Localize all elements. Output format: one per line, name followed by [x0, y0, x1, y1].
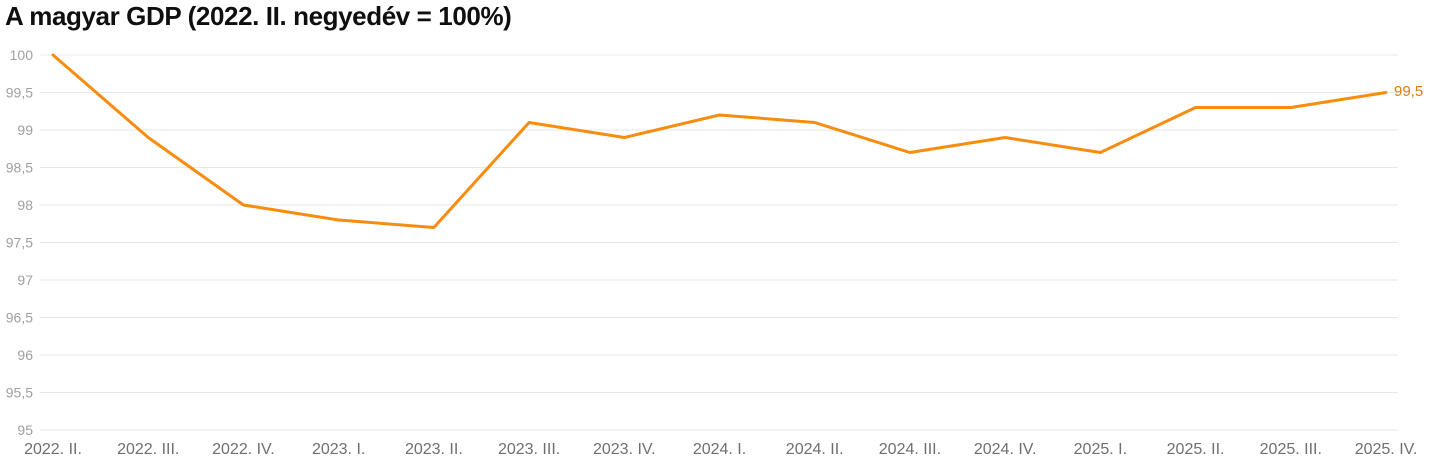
- x-axis-tick-label: 2023. II.: [405, 441, 463, 458]
- x-axis-tick-label: 2024. I.: [693, 441, 746, 458]
- x-axis-tick-label: 2022. III.: [117, 441, 179, 458]
- x-axis-tick-label: 2024. III.: [879, 441, 941, 458]
- y-axis-tick-label: 99,5: [6, 84, 33, 100]
- x-axis-tick-label: 2022. II.: [24, 441, 82, 458]
- x-axis-tick-label: 2025. IV.: [1355, 441, 1418, 458]
- y-axis-tick-label: 96: [17, 347, 33, 363]
- x-axis-tick-label: 2024. II.: [786, 441, 844, 458]
- x-axis-tick-label: 2025. II.: [1167, 441, 1225, 458]
- x-axis-tick-label: 2023. IV.: [593, 441, 656, 458]
- x-axis-tick-label: 2025. III.: [1260, 441, 1322, 458]
- x-axis-tick-label: 2023. I.: [312, 441, 365, 458]
- x-axis-tick-label: 2022. IV.: [212, 441, 275, 458]
- y-axis-tick-label: 97,5: [6, 234, 33, 250]
- y-axis-tick-label: 95,5: [6, 384, 33, 400]
- y-axis-tick-label: 98: [17, 197, 33, 213]
- x-axis-tick-label: 2023. III.: [498, 441, 560, 458]
- y-axis-tick-label: 98,5: [6, 159, 33, 175]
- y-axis-tick-label: 95: [17, 422, 33, 438]
- y-axis-tick-label: 97: [17, 272, 33, 288]
- y-axis-tick-label: 96,5: [6, 309, 33, 325]
- x-axis-tick-label: 2025. I.: [1074, 441, 1127, 458]
- x-axis-tick-label: 2024. IV.: [974, 441, 1037, 458]
- end-value-label: 99,5: [1394, 83, 1423, 100]
- y-axis-tick-label: 99: [17, 122, 33, 138]
- gdp-line-series: [51, 53, 1388, 229]
- y-axis-tick-label: 100: [10, 47, 34, 63]
- chart-title: A magyar GDP (2022. II. negyedév = 100%): [5, 1, 512, 31]
